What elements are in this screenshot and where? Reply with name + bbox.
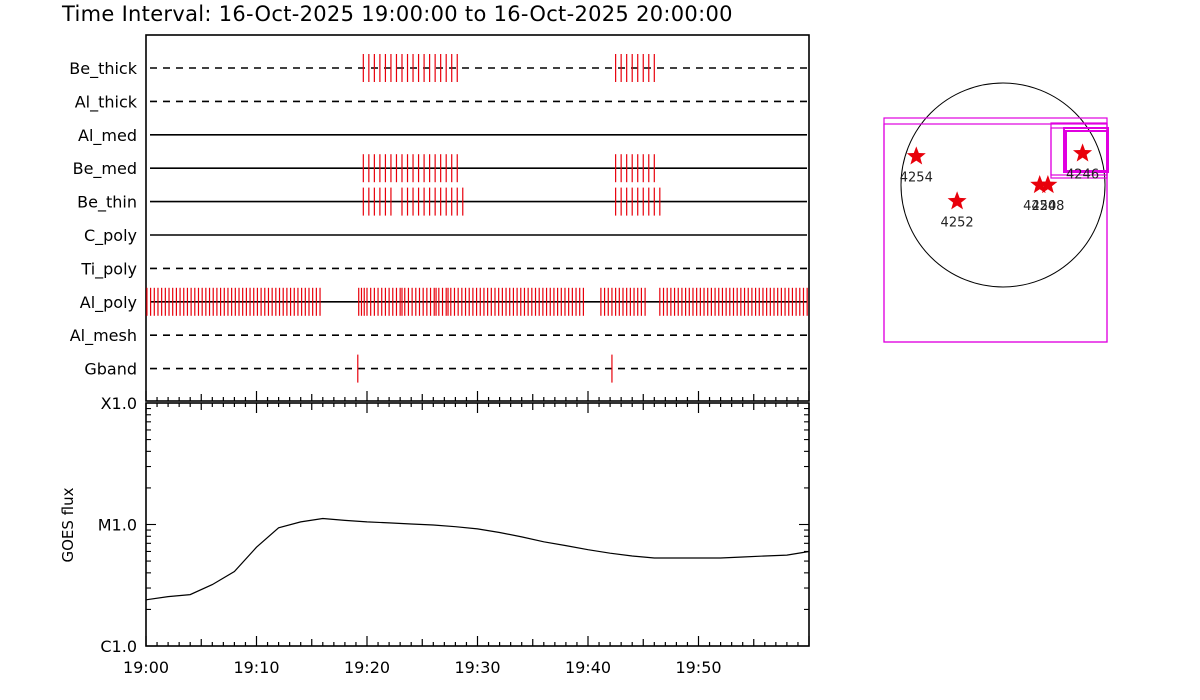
fov-box xyxy=(883,123,1108,343)
timeline-row-be-thin: Be_thin xyxy=(77,187,807,216)
x-tick-label: 19:40 xyxy=(565,658,611,677)
row-label: Be_thick xyxy=(69,59,137,79)
timeline-row-be-thick: Be_thick xyxy=(69,54,807,82)
active-region-4254: 4254 xyxy=(900,146,933,185)
x-tick-label: 19:50 xyxy=(675,658,721,677)
y-tick-label: M1.0 xyxy=(98,516,137,535)
active-region-4248: 4248 xyxy=(1031,175,1064,214)
active-region-star xyxy=(906,146,926,165)
row-label: C_poly xyxy=(84,226,137,246)
timeline-row-ti-poly: Ti_poly xyxy=(80,259,807,279)
solar-disk-limb xyxy=(900,82,1106,288)
active-region-label: 4250 xyxy=(1023,199,1056,214)
active-region-label: 4252 xyxy=(941,215,974,230)
fov-box xyxy=(1065,130,1108,172)
row-label: Gband xyxy=(84,360,137,379)
row-label: Al_poly xyxy=(80,293,137,313)
active-region-star xyxy=(947,191,967,210)
x-tick-label: 19:10 xyxy=(233,658,279,677)
active-region-4252: 4252 xyxy=(941,191,974,230)
active-region-label: 4248 xyxy=(1031,199,1064,214)
timeline-row-gband: Gband xyxy=(84,354,807,383)
active-region-label: 4254 xyxy=(900,170,933,185)
row-label: Ti_poly xyxy=(80,259,137,279)
goes-flux-panel: 19:00 19:10 19:20 19:30 19:40 19:50 C1.0 M1.0 X1… xyxy=(59,394,810,677)
timeline-row-be-med: Be_med xyxy=(73,154,807,183)
row-label: Al_thick xyxy=(75,92,138,112)
y-tick-label: X1.0 xyxy=(101,394,137,413)
active-region-star xyxy=(1038,175,1058,194)
active-region-4250: 4250 xyxy=(1023,175,1056,214)
row-label: Al_med xyxy=(78,126,137,146)
instrument-timeline-panel: Be_thick Al_thick Al_med Be_med Be_thin C_pol… xyxy=(69,34,810,402)
x-tick-label: 19:00 xyxy=(123,658,169,677)
active-region-label: 4246 xyxy=(1066,167,1099,182)
timeline-row-al-thick: Al_thick xyxy=(75,92,807,112)
y-tick-label: C1.0 xyxy=(100,637,137,656)
active-region-star xyxy=(1073,143,1093,162)
y-axis-label: GOES flux xyxy=(59,487,77,562)
plot-title: Time Interval: 16-Oct-2025 19:00:00 to 1… xyxy=(62,2,733,26)
x-tick-label: 19:20 xyxy=(344,658,390,677)
row-label: Be_med xyxy=(73,159,137,179)
timeline-row-al-mesh: Al_mesh xyxy=(70,326,807,346)
flux-frame xyxy=(145,402,810,647)
fov-box xyxy=(1063,127,1109,173)
timeline-row-c-poly: C_poly xyxy=(84,226,807,246)
timeline-frame xyxy=(145,34,810,402)
timeline-row-al-poly: Al_poly xyxy=(80,287,808,316)
x-tick-label: 19:30 xyxy=(454,658,500,677)
row-label: Be_thin xyxy=(77,193,137,213)
row-label: Al_mesh xyxy=(70,326,137,346)
active-region-star xyxy=(1030,175,1050,194)
goes-flux-curve xyxy=(145,517,810,601)
active-region-4246: 4246 xyxy=(1066,143,1099,182)
timeline-row-al-med: Al_med xyxy=(78,126,807,146)
